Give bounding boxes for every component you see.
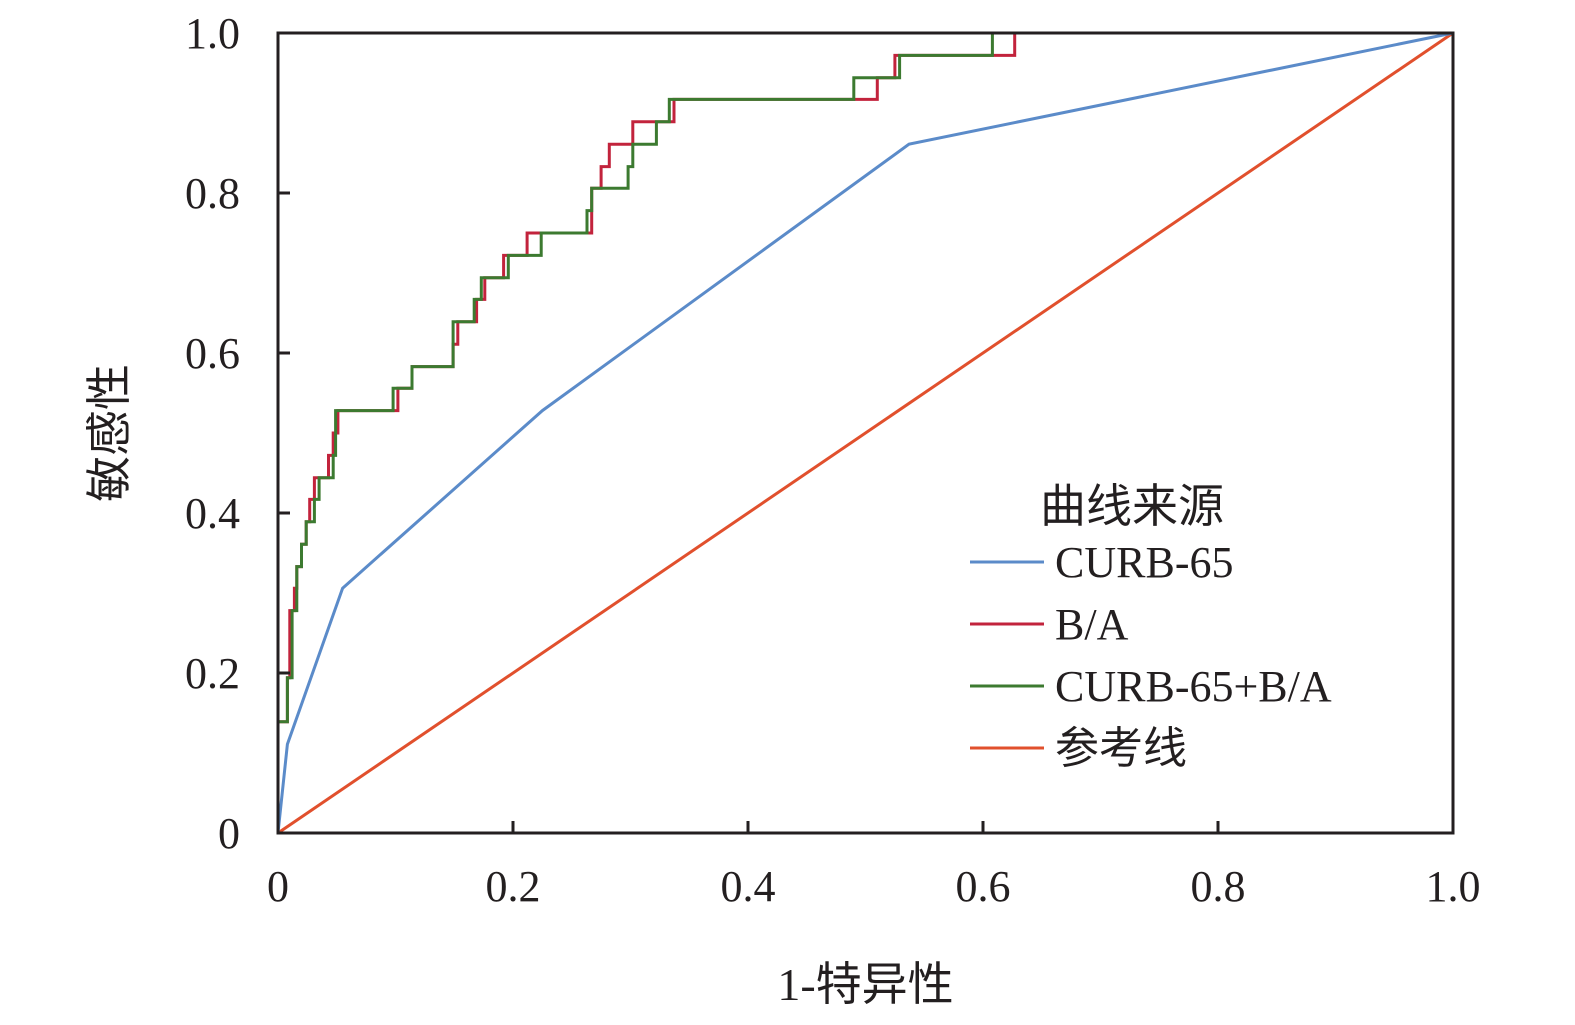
curves-layer — [276, 31, 1454, 835]
x-tick-label: 0 — [267, 862, 289, 911]
legend-label-0: CURB-65 — [1055, 538, 1233, 587]
series-line-3 — [277, 31, 1454, 835]
y-tick-label: 0.8 — [185, 169, 240, 218]
x-axis-title: 1-特异性 — [777, 959, 953, 1010]
y-tick-label: 1.0 — [185, 9, 240, 58]
legend-label-3: 参考线 — [1055, 724, 1187, 773]
y-tick-label: 0.2 — [185, 649, 240, 698]
y-tick-label: 0 — [218, 809, 240, 858]
ticks-layer: 0 0.2 0.4 0.6 0.8 1.0 0 0.2 0.4 0.6 0.8 1.0 — [185, 9, 1481, 911]
legend-title: 曲线来源 — [1040, 481, 1224, 532]
plot-frame — [276, 31, 1455, 835]
x-tick-label: 1.0 — [1426, 862, 1481, 911]
series-line-0 — [276, 31, 1454, 834]
y-axis-title: 敏感性 — [84, 364, 135, 502]
legend-label-2: CURB-65+B/A — [1055, 662, 1332, 711]
y-tick-label: 0.4 — [185, 489, 240, 538]
x-tick-label: 0.2 — [486, 862, 541, 911]
legend: 曲线来源 CURB-65 B/A CURB-65+B/A 参考线 — [970, 481, 1332, 773]
y-tick-label: 0.6 — [185, 329, 240, 378]
legend-label-1: B/A — [1055, 600, 1129, 649]
x-tick-label: 0.6 — [956, 862, 1011, 911]
x-tick-label: 0.8 — [1191, 862, 1246, 911]
series-line-2 — [276, 31, 1453, 833]
x-tick-label: 0.4 — [721, 862, 776, 911]
